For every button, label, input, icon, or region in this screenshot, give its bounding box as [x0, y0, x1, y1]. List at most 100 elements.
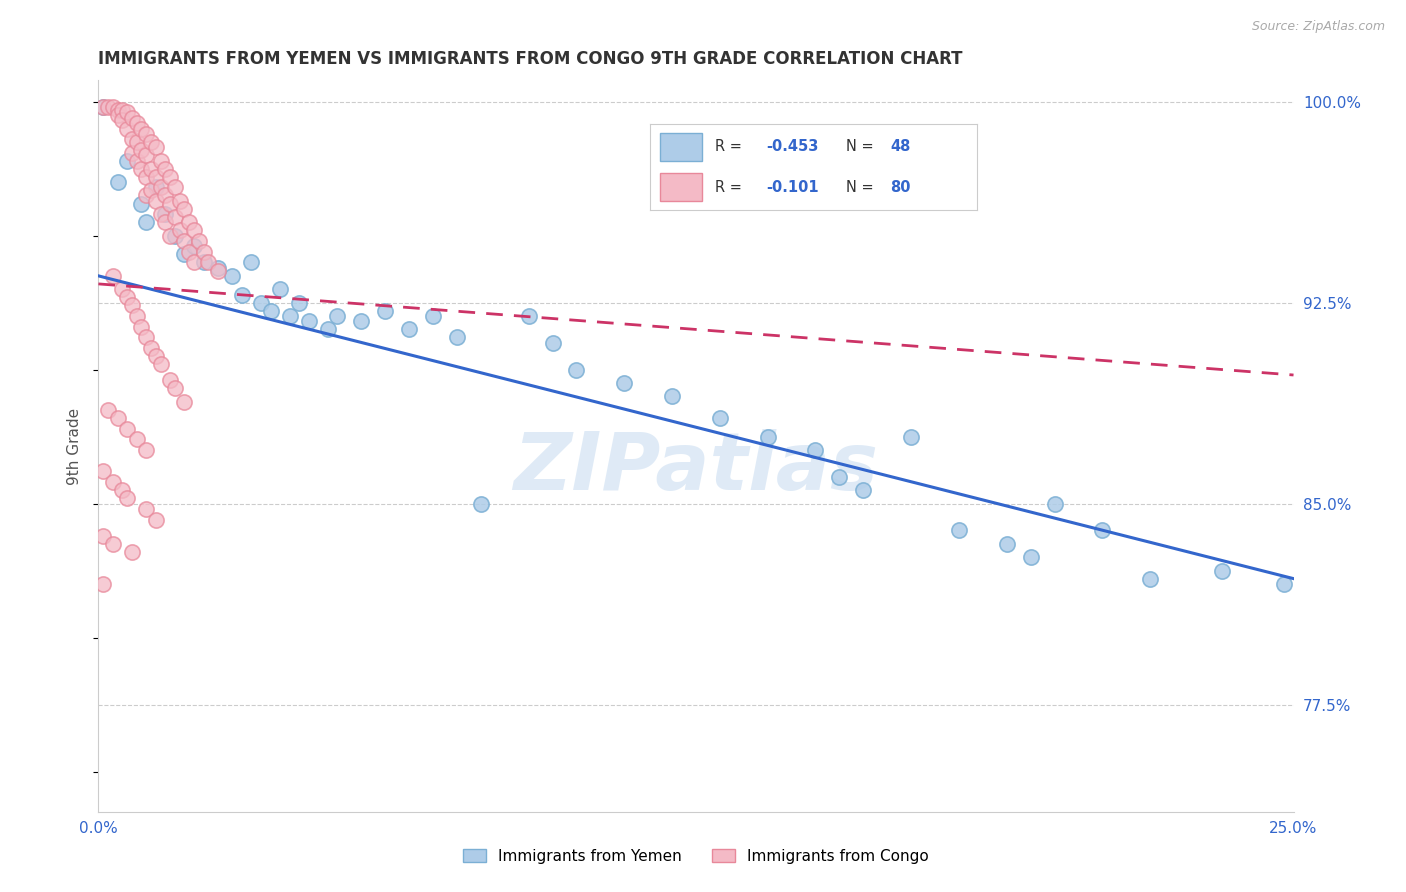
Text: Source: ZipAtlas.com: Source: ZipAtlas.com	[1251, 20, 1385, 33]
Point	[97, 402, 120, 417]
Point	[173, 247, 195, 261]
Point	[149, 153, 172, 168]
Text: -0.101: -0.101	[766, 180, 818, 194]
Point	[446, 330, 468, 344]
Point	[1139, 572, 1161, 586]
Point	[374, 303, 396, 318]
Point	[135, 169, 157, 184]
Point	[135, 127, 157, 141]
Point	[115, 290, 138, 304]
Point	[183, 255, 205, 269]
Point	[163, 228, 186, 243]
Point	[350, 314, 373, 328]
Point	[131, 196, 153, 211]
Point	[91, 100, 114, 114]
Point	[173, 202, 195, 216]
Point	[139, 161, 162, 176]
Point	[145, 349, 167, 363]
Point	[1043, 497, 1066, 511]
Point	[278, 309, 301, 323]
Point	[756, 429, 779, 443]
Point	[183, 239, 205, 253]
Point	[948, 524, 970, 538]
Point	[91, 529, 114, 543]
Point	[101, 268, 124, 283]
Point	[107, 175, 129, 189]
Point	[145, 194, 167, 208]
Point	[121, 111, 143, 125]
Point	[121, 132, 143, 146]
Point	[111, 113, 134, 128]
Point	[101, 537, 124, 551]
Point	[131, 161, 153, 176]
Point	[135, 443, 157, 458]
Point	[250, 295, 273, 310]
Point	[259, 303, 281, 318]
Text: IMMIGRANTS FROM YEMEN VS IMMIGRANTS FROM CONGO 9TH GRADE CORRELATION CHART: IMMIGRANTS FROM YEMEN VS IMMIGRANTS FROM…	[98, 50, 963, 68]
Point	[159, 196, 181, 211]
Point	[101, 100, 124, 114]
Text: N =: N =	[846, 139, 879, 154]
Point	[709, 410, 731, 425]
Point	[163, 381, 186, 395]
Point	[159, 228, 181, 243]
Point	[115, 105, 138, 120]
Point	[135, 215, 157, 229]
Point	[995, 537, 1018, 551]
Point	[149, 207, 172, 221]
Point	[91, 577, 114, 591]
Point	[139, 135, 162, 149]
Point	[1019, 550, 1042, 565]
Point	[288, 295, 311, 310]
Point	[193, 255, 215, 269]
Point	[145, 180, 167, 194]
Point	[125, 116, 148, 130]
Point	[541, 335, 564, 350]
Point	[197, 255, 219, 269]
Text: ZIPatlas: ZIPatlas	[513, 429, 879, 507]
Point	[111, 483, 134, 498]
Point	[470, 497, 492, 511]
Point	[131, 121, 153, 136]
Point	[269, 282, 291, 296]
Point	[155, 207, 177, 221]
Point	[183, 223, 205, 237]
Point	[900, 429, 922, 443]
Legend: Immigrants from Yemen, Immigrants from Congo: Immigrants from Yemen, Immigrants from C…	[457, 843, 935, 870]
Point	[101, 475, 124, 490]
Text: R =: R =	[716, 180, 747, 194]
Point	[316, 322, 339, 336]
Point	[1272, 577, 1295, 591]
Y-axis label: 9th Grade: 9th Grade	[67, 408, 83, 484]
Point	[173, 234, 195, 248]
Point	[139, 341, 162, 355]
Point	[221, 268, 243, 283]
Point	[422, 309, 444, 323]
Point	[565, 362, 588, 376]
Point	[159, 373, 181, 387]
Point	[115, 153, 138, 168]
Point	[131, 143, 153, 157]
Point	[121, 145, 143, 160]
Point	[145, 140, 167, 154]
Point	[125, 309, 148, 323]
Point	[111, 103, 134, 117]
Point	[173, 394, 195, 409]
Point	[125, 153, 148, 168]
Point	[169, 194, 191, 208]
Point	[145, 513, 167, 527]
Point	[240, 255, 263, 269]
Point	[155, 161, 177, 176]
Point	[155, 215, 177, 229]
Point	[155, 188, 177, 202]
Text: R =: R =	[716, 139, 747, 154]
Point	[193, 244, 215, 259]
Point	[207, 260, 229, 275]
Point	[149, 357, 172, 371]
Point	[97, 100, 120, 114]
Point	[398, 322, 420, 336]
Point	[207, 263, 229, 277]
Point	[517, 309, 540, 323]
Point	[159, 169, 181, 184]
Point	[125, 432, 148, 446]
